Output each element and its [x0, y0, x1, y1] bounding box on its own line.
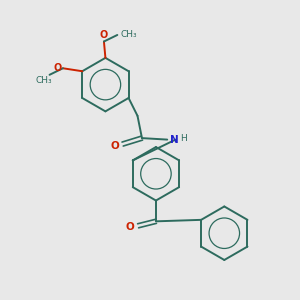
Text: CH₃: CH₃	[120, 30, 137, 39]
Text: CH₃: CH₃	[35, 76, 52, 85]
Text: O: O	[110, 140, 119, 151]
Text: N: N	[169, 135, 178, 145]
Text: O: O	[126, 222, 134, 232]
Text: O: O	[53, 63, 61, 73]
Text: H: H	[180, 134, 187, 142]
Text: O: O	[100, 30, 108, 40]
